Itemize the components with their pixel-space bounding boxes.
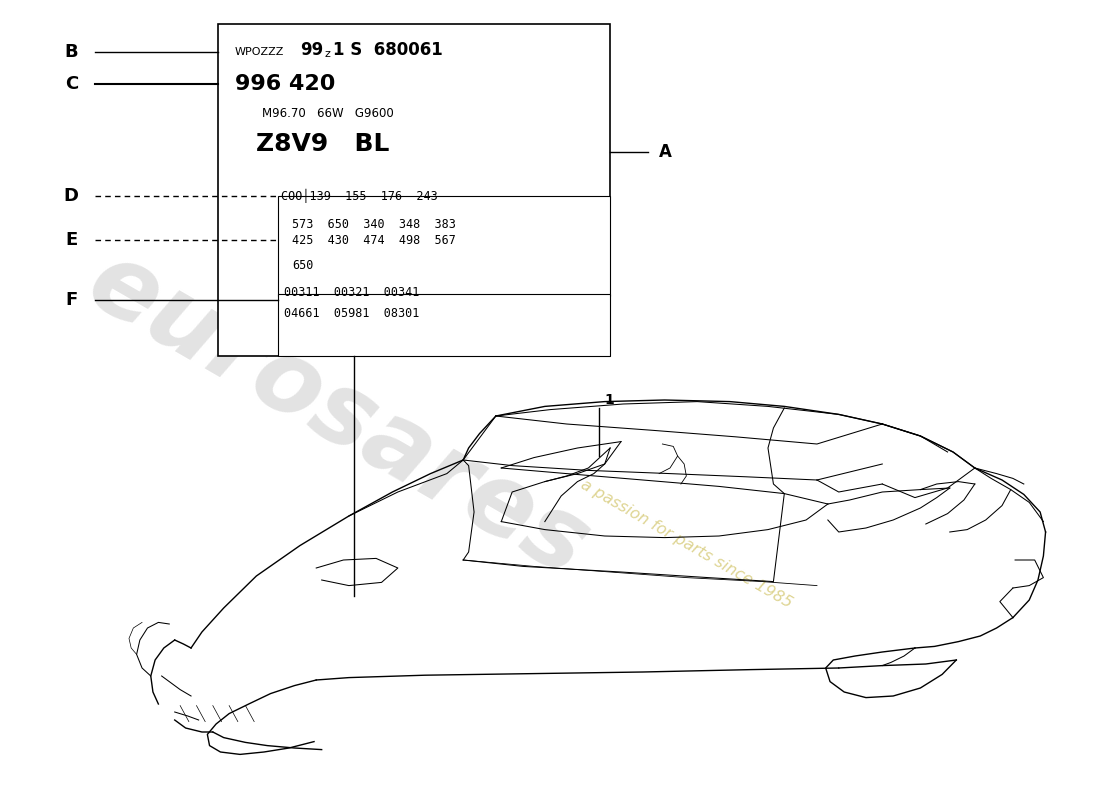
Text: 1 S  680061: 1 S 680061 [332,42,442,59]
Text: 00311  00321  00341: 00311 00321 00341 [284,286,419,298]
Text: 1: 1 [605,393,615,407]
Text: WPOZZZ: WPOZZZ [234,47,284,57]
Text: 573  650  340  348  383: 573 650 340 348 383 [293,218,456,230]
Text: 99: 99 [300,42,323,59]
Text: C: C [65,75,78,93]
Text: E: E [65,231,77,249]
Text: D: D [64,187,79,205]
Text: M96.70   66W   G9600: M96.70 66W G9600 [262,107,394,120]
Text: eurosares: eurosares [70,234,605,598]
Text: a passion for parts since 1985: a passion for parts since 1985 [578,477,794,611]
Text: A: A [659,143,672,161]
Text: Z8V9   BL: Z8V9 BL [256,132,389,156]
Text: 04661  05981  08301: 04661 05981 08301 [284,307,419,320]
Text: B: B [65,43,78,61]
Bar [278,196,610,296]
Text: 425  430  474  498  567: 425 430 474 498 567 [293,234,456,246]
Text: 996 420: 996 420 [234,74,336,94]
Bar [218,24,610,356]
Text: F: F [65,291,77,309]
Text: COO│139  155  176  243: COO│139 155 176 243 [282,189,438,203]
Text: z: z [324,50,331,59]
Bar [278,294,610,356]
Text: 650: 650 [293,259,314,272]
